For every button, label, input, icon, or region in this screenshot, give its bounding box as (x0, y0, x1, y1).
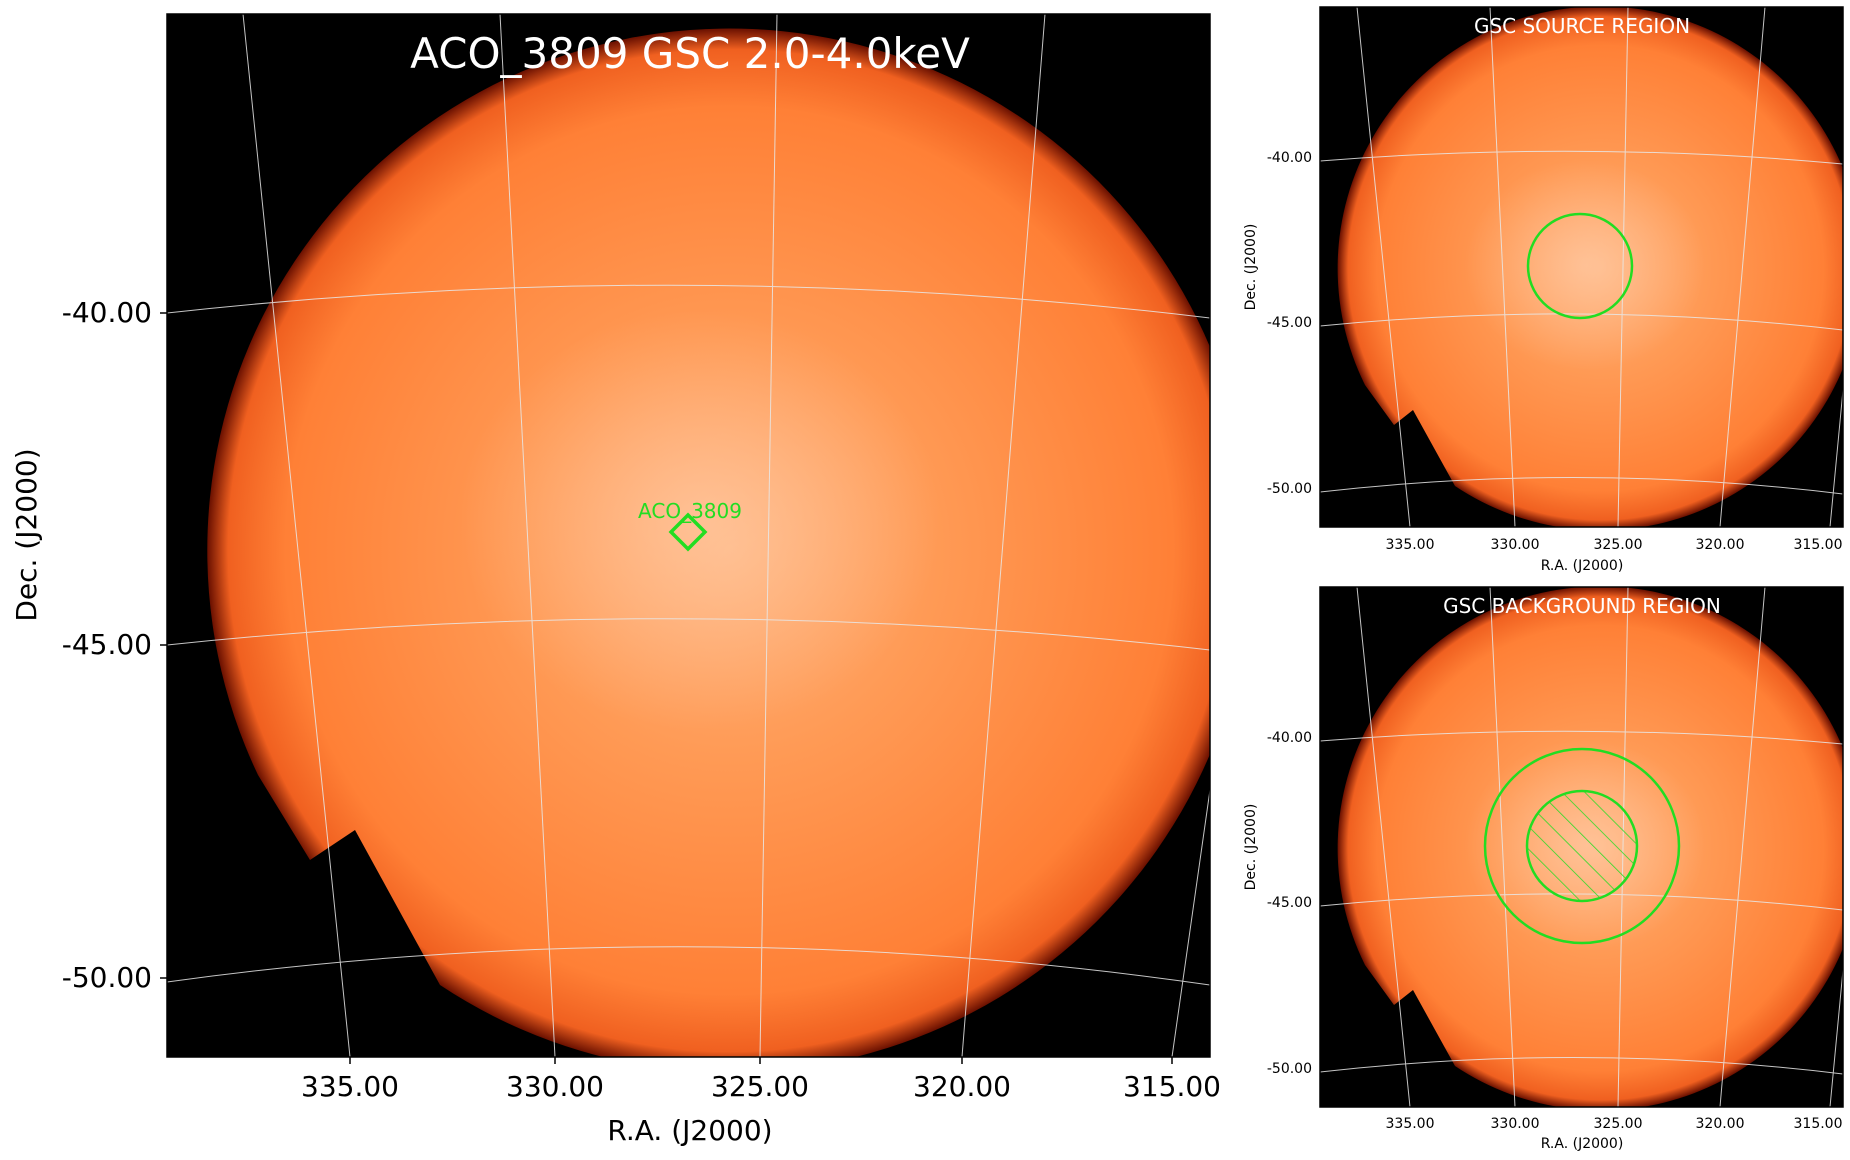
main-xtick-label: 325.00 (711, 1070, 809, 1103)
source-ytick-label: -40.00 (1267, 150, 1312, 166)
main-ytick-label: -40.00 (62, 296, 152, 329)
main-ytick-label: -50.00 (62, 961, 152, 994)
background-ytick-label: -50.00 (1267, 1061, 1312, 1077)
main-coordinate-grid (167, 14, 1210, 1057)
source-xtick-label: 320.00 (1696, 537, 1745, 553)
background-excluded-region[interactable] (1525, 789, 1639, 903)
source-plot-frame (1319, 6, 1844, 528)
background-ytick-label: -45.00 (1267, 895, 1312, 911)
source-xtick-label: 315.00 (1794, 537, 1843, 553)
source-xlabel: R.A. (J2000) (1541, 558, 1624, 574)
source-cluster-emission (1465, 160, 1705, 370)
source-title: GSC SOURCE REGION (1474, 14, 1690, 38)
source-ytick-label: -45.00 (1267, 315, 1312, 331)
source-region-circle[interactable] (1526, 212, 1634, 320)
main-source-marker[interactable] (668, 512, 708, 552)
source-ytick-label: -50.00 (1267, 481, 1312, 497)
background-xtick-label: 325.00 (1594, 1116, 1643, 1132)
background-annulus-outer[interactable] (1483, 747, 1681, 945)
source-xtick-label: 325.00 (1594, 537, 1643, 553)
main-ytick-label: -45.00 (62, 628, 152, 661)
background-xtick-label: 315.00 (1794, 1116, 1843, 1132)
main-ylabel: Dec. (J2000) (10, 448, 43, 621)
main-title: ACO_3809 GSC 2.0-4.0keV (410, 29, 970, 78)
main-xtick-label: 315.00 (1123, 1070, 1221, 1103)
background-plot-frame (1319, 586, 1844, 1108)
main-xtick-label: 335.00 (301, 1070, 399, 1103)
source-xtick-label: 335.00 (1386, 537, 1435, 553)
background-ytick-label: -40.00 (1267, 730, 1312, 746)
main-xlabel: R.A. (J2000) (607, 1114, 772, 1147)
main-panel: ACO_3809 GSC 2.0-4.0keV ACO_3809 -40.00 … (10, 13, 1221, 1147)
main-source-label: ACO_3809 (638, 499, 742, 523)
source-region-panel: GSC SOURCE REGION -40.00 -45.00 -50.00 3… (1243, 6, 1844, 574)
background-xtick-label: 335.00 (1386, 1116, 1435, 1132)
background-region-panel: GSC BACKGROUND REGION -40.00 -45.00 -50.… (1243, 586, 1844, 1152)
background-xlabel: R.A. (J2000) (1541, 1136, 1624, 1152)
background-title: GSC BACKGROUND REGION (1443, 594, 1721, 618)
main-tick-marks (160, 312, 1173, 1064)
main-xtick-label: 330.00 (506, 1070, 604, 1103)
background-ylabel: Dec. (J2000) (1243, 804, 1259, 891)
source-coordinate-grid (1320, 7, 1843, 527)
source-xtick-label: 330.00 (1491, 537, 1540, 553)
main-plot-frame (166, 13, 1211, 1058)
background-xtick-label: 330.00 (1491, 1116, 1540, 1132)
main-xtick-label: 320.00 (913, 1070, 1011, 1103)
background-xtick-label: 320.00 (1696, 1116, 1745, 1132)
source-ylabel: Dec. (J2000) (1243, 224, 1259, 311)
main-cluster-emission (460, 310, 940, 730)
